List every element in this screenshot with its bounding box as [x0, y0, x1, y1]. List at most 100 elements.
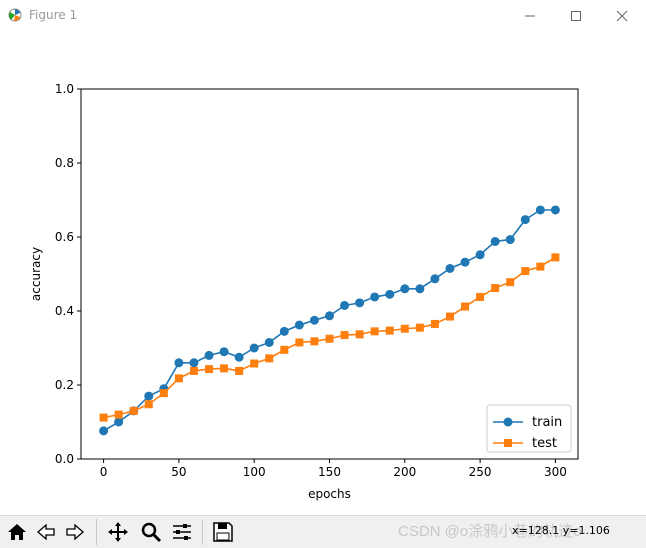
test-data-point [265, 354, 274, 363]
test-legend-label: test [532, 436, 557, 451]
train-legend-marker [503, 417, 513, 427]
train-data-point [385, 289, 395, 299]
x-tick-label: 200 [393, 465, 416, 479]
navigation-toolbar: CSDN @o涂鸦小巷的轨迹o x=128.1 y=1.106 [0, 515, 646, 548]
close-icon [616, 10, 628, 22]
test-data-point [385, 326, 394, 335]
test-data-point [295, 338, 304, 347]
test-data-point [99, 413, 108, 422]
x-tick-label: 0 [100, 465, 108, 479]
train-data-point [550, 205, 560, 215]
train-data-point [445, 263, 455, 273]
zoom-button[interactable] [137, 518, 165, 546]
test-data-point [340, 331, 349, 340]
test-data-point [521, 267, 530, 276]
train-data-point [400, 284, 410, 294]
window-titlebar: Figure 1 [0, 0, 646, 32]
test-data-point [551, 253, 560, 262]
train-data-point [99, 426, 109, 436]
train-data-point [144, 391, 154, 401]
train-data-point [219, 347, 229, 357]
cursor-coordinates: x=128.1 y=1.106 [512, 524, 610, 537]
minimize-button[interactable] [507, 0, 553, 32]
train-data-point [370, 292, 380, 302]
x-tick-label: 100 [243, 465, 266, 479]
test-data-point [430, 319, 439, 328]
test-data-point [189, 366, 198, 375]
test-data-point [174, 374, 183, 383]
train-data-point [475, 250, 485, 260]
train-data-point [520, 215, 530, 225]
train-data-point [204, 350, 214, 360]
test-data-point [250, 359, 259, 368]
test-data-point [235, 366, 244, 375]
close-button[interactable] [599, 0, 645, 32]
test-data-point [415, 323, 424, 332]
test-data-point [536, 262, 545, 271]
line-chart: 0 50 100 150 200 250 300 0.0 0.2 0.4 0.6 0.8 1.0 ep… [29, 82, 579, 501]
configure-subplots-icon [173, 524, 191, 540]
test-data-point [159, 389, 168, 398]
train-data-point [490, 236, 500, 246]
train-data-point [249, 343, 259, 353]
configure-subplots-button[interactable] [168, 518, 196, 546]
train-data-point [325, 311, 334, 321]
y-tick-label: 1.0 [55, 82, 74, 96]
y-tick-label: 0.2 [55, 378, 74, 392]
back-button[interactable] [32, 518, 60, 546]
y-tick-label: 0.0 [55, 452, 74, 466]
train-data-point [355, 298, 365, 308]
test-data-point [114, 410, 123, 419]
pan-button[interactable] [104, 518, 132, 546]
y-tick-label: 0.4 [55, 304, 74, 318]
save-icon [213, 522, 233, 542]
save-button[interactable] [209, 518, 237, 546]
test-data-point [325, 334, 334, 343]
x-tick-label: 150 [318, 465, 341, 479]
test-data-point [280, 345, 289, 354]
train-data-point [460, 257, 470, 267]
csdn-watermark: CSDN @o涂鸦小巷的轨迹o [398, 523, 582, 540]
test-data-point [506, 278, 515, 287]
y-tick-label: 0.8 [55, 156, 74, 170]
matplotlib-app-icon [8, 8, 22, 22]
test-data-point [129, 406, 138, 415]
test-data-point [445, 312, 454, 321]
train-data-point [264, 337, 274, 347]
train-data-point [174, 358, 184, 368]
x-tick-label: 250 [469, 465, 492, 479]
toolbar-separator [202, 519, 203, 545]
test-data-point [400, 324, 409, 333]
y-axis-label: accuracy [29, 247, 43, 301]
train-data-point [309, 315, 319, 325]
train-legend-label: train [532, 415, 562, 430]
test-data-point [461, 302, 470, 311]
back-icon [37, 523, 55, 541]
train-data-point [189, 358, 199, 368]
forward-icon [66, 523, 84, 541]
train-data-point [294, 320, 304, 330]
forward-button[interactable] [61, 518, 89, 546]
chart-legend: train test [486, 404, 572, 453]
toolbar-separator [96, 519, 97, 545]
test-data-point [144, 400, 153, 409]
test-legend-marker [504, 439, 512, 447]
test-data-point [220, 364, 229, 373]
test-data-point [476, 292, 485, 301]
figure-canvas[interactable]: 0 50 100 150 200 250 300 0.0 0.2 0.4 0.6 0.8 1.0 ep… [0, 32, 646, 515]
home-button[interactable] [3, 518, 31, 546]
train-data-point [279, 326, 289, 336]
train-data-point [430, 274, 440, 284]
y-tick-label: 0.6 [55, 230, 74, 244]
maximize-icon [571, 11, 581, 21]
window-title: Figure 1 [29, 8, 78, 22]
x-tick-label: 300 [544, 465, 567, 479]
plot-area [80, 88, 579, 460]
train-data-point [114, 417, 124, 427]
home-icon [8, 524, 26, 540]
train-data-point [415, 284, 425, 294]
test-data-point [205, 365, 214, 374]
maximize-button[interactable] [553, 0, 599, 32]
test-data-point [370, 327, 379, 336]
minimize-icon [525, 15, 535, 17]
